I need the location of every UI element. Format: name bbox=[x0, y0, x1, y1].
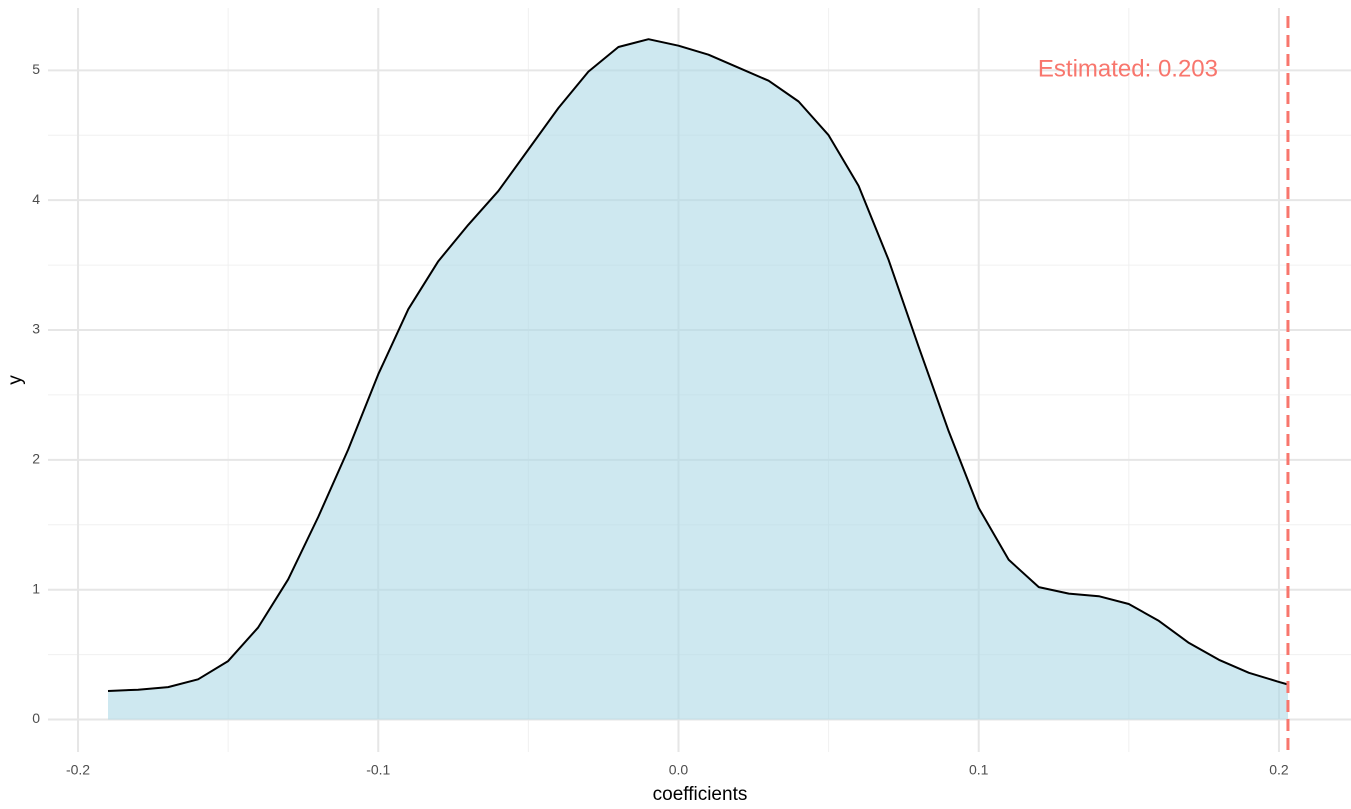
y-tick-label: 0 bbox=[32, 710, 40, 726]
x-tick-label: -0.2 bbox=[66, 762, 90, 778]
density-line bbox=[107, 38, 1289, 692]
y-tick-label: 1 bbox=[32, 580, 40, 596]
x-tick-label: 0.0 bbox=[669, 762, 689, 778]
y-axis-title: y bbox=[5, 375, 26, 385]
x-axis-title: coefficients bbox=[653, 784, 748, 805]
density-area bbox=[108, 39, 1288, 720]
x-tick-label: -0.1 bbox=[366, 762, 390, 778]
y-tick-label: 4 bbox=[32, 191, 40, 207]
y-tick-label: 5 bbox=[32, 61, 40, 77]
annotation: Estimated: 0.203 bbox=[1038, 56, 1218, 83]
x-tick-label: 0.2 bbox=[1269, 762, 1289, 778]
x-tick-label: 0.1 bbox=[969, 762, 989, 778]
y-tick-label: 2 bbox=[32, 451, 40, 467]
y-tick-label: 3 bbox=[32, 321, 40, 337]
